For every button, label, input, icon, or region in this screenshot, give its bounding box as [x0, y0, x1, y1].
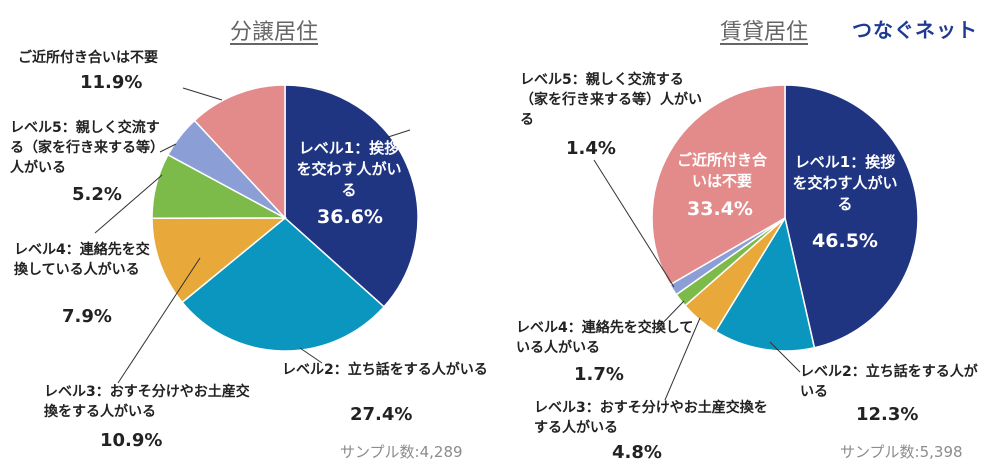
slice-label-level1: レベル1：挨拶を交わす人がいる	[296, 139, 402, 199]
leader-line	[117, 257, 201, 384]
slice-pct-level5: 1.4%	[566, 138, 616, 159]
leader-line	[655, 300, 685, 331]
slice-pct-level3: 10.9%	[100, 430, 163, 451]
slice-label-level3: レベル3：おすそ分けやお土産交換をする人がいる	[44, 384, 250, 420]
slice-label-level2: レベル2：立ち話をする人がいる	[282, 362, 488, 378]
slice-pct-level3: 4.8%	[612, 442, 662, 463]
leader-line	[593, 159, 675, 288]
leader-line	[664, 317, 701, 401]
leader-line	[299, 347, 323, 364]
slice-label-level2: レベル2：立ち話をする人がいる	[800, 364, 978, 400]
slice-label-level4: レベル4：連絡先を交換している人がいる	[516, 320, 694, 356]
slice-label-level1: レベル1：挨拶を交わす人がいる	[792, 153, 898, 213]
slice-pct-level2: 12.3%	[856, 404, 919, 425]
chart-title-owned: 分譲居住	[230, 20, 319, 45]
leader-line	[94, 174, 163, 234]
pie-slice-level1	[784, 84, 919, 349]
pie-slice-level2	[714, 216, 816, 352]
sample-count-owned: サンプル数:4,289	[340, 443, 463, 461]
pie-chart-rented	[651, 84, 919, 352]
leader-line	[159, 143, 177, 153]
pie-chart-owned	[151, 84, 419, 352]
pie-slice-level2	[181, 217, 386, 352]
chart-title-rented: 賃貸居住	[720, 20, 809, 45]
leader-lines	[94, 87, 801, 401]
slice-pct-level2: 27.4%	[350, 404, 413, 425]
slice-pct-level1: 46.5%	[812, 230, 878, 252]
slice-label-neighbors-unneeded: ご近所付き合いは不要	[18, 50, 158, 66]
slice-pct-level4: 1.7%	[574, 364, 624, 385]
slice-label-level5: レベル5：親しく交流する（家を行き来する等）人がいる	[10, 120, 164, 176]
brand-logo: つなぐネット	[852, 18, 978, 42]
slice-label-level4: レベル4：連絡先を交換している人がいる	[14, 242, 150, 278]
pie-slice-neighbors-unneeded	[651, 84, 786, 286]
slice-pct-level4: 7.9%	[62, 306, 112, 327]
slice-pct-neighbors-unneeded: 11.9%	[80, 72, 143, 93]
slice-label-level3: レベル3：おすそ分けやお土産交換をする人がいる	[534, 400, 768, 436]
leader-line	[182, 87, 223, 101]
leader-line	[769, 341, 801, 373]
pie-slice-level1	[284, 84, 419, 308]
slice-pct-level1: 36.6%	[317, 206, 383, 228]
slice-pct-level5: 5.2%	[72, 184, 122, 205]
leader-line	[384, 129, 411, 139]
slice-label-level5: レベル5：親しく交流する（家を行き来する等）人がいる	[520, 72, 702, 128]
sample-count-rented: サンプル数:5,398	[840, 443, 963, 461]
slice-label-neighbors-unneeded: ご近所付き合いは不要	[676, 151, 767, 190]
pie-slice-neighbors-unneeded	[193, 84, 286, 220]
slice-pct-neighbors-unneeded: 33.4%	[687, 198, 753, 220]
